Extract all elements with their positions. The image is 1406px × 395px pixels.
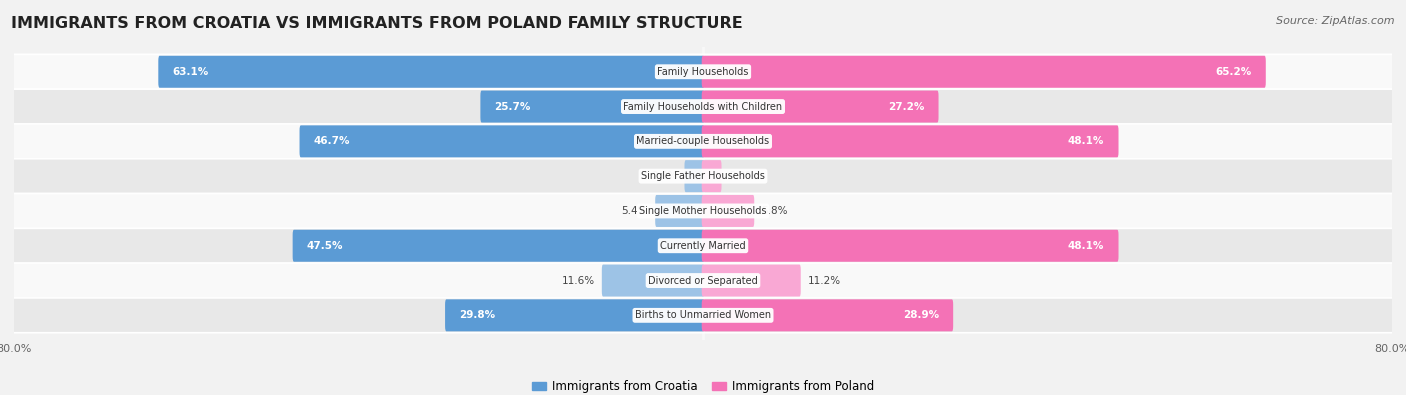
Text: 2.0%: 2.0% — [651, 171, 678, 181]
FancyBboxPatch shape — [6, 124, 1400, 159]
FancyBboxPatch shape — [6, 159, 1400, 194]
FancyBboxPatch shape — [702, 265, 801, 297]
Text: 5.4%: 5.4% — [621, 206, 648, 216]
Text: Single Mother Households: Single Mother Households — [640, 206, 766, 216]
Text: Family Households with Children: Family Households with Children — [623, 102, 783, 111]
Text: 11.6%: 11.6% — [561, 276, 595, 286]
Text: 65.2%: 65.2% — [1215, 67, 1251, 77]
FancyBboxPatch shape — [159, 56, 704, 88]
Text: 47.5%: 47.5% — [307, 241, 343, 251]
Text: 27.2%: 27.2% — [889, 102, 924, 111]
Text: 29.8%: 29.8% — [460, 310, 495, 320]
Text: Divorced or Separated: Divorced or Separated — [648, 276, 758, 286]
FancyBboxPatch shape — [6, 89, 1400, 124]
Text: 63.1%: 63.1% — [173, 67, 208, 77]
Text: Source: ZipAtlas.com: Source: ZipAtlas.com — [1277, 16, 1395, 26]
Text: 48.1%: 48.1% — [1069, 241, 1104, 251]
FancyBboxPatch shape — [602, 265, 704, 297]
FancyBboxPatch shape — [702, 160, 721, 192]
FancyBboxPatch shape — [702, 299, 953, 331]
Text: 46.7%: 46.7% — [314, 136, 350, 147]
Text: Family Households: Family Households — [658, 67, 748, 77]
Text: 48.1%: 48.1% — [1069, 136, 1104, 147]
FancyBboxPatch shape — [702, 90, 939, 122]
Text: Currently Married: Currently Married — [661, 241, 745, 251]
FancyBboxPatch shape — [6, 228, 1400, 263]
FancyBboxPatch shape — [446, 299, 704, 331]
FancyBboxPatch shape — [702, 195, 754, 227]
FancyBboxPatch shape — [655, 195, 704, 227]
Text: 5.8%: 5.8% — [762, 206, 787, 216]
FancyBboxPatch shape — [702, 56, 1265, 88]
Text: 28.9%: 28.9% — [903, 310, 939, 320]
Text: Married-couple Households: Married-couple Households — [637, 136, 769, 147]
FancyBboxPatch shape — [6, 194, 1400, 228]
Legend: Immigrants from Croatia, Immigrants from Poland: Immigrants from Croatia, Immigrants from… — [527, 376, 879, 395]
FancyBboxPatch shape — [6, 55, 1400, 89]
FancyBboxPatch shape — [702, 230, 1119, 262]
FancyBboxPatch shape — [481, 90, 704, 122]
Text: IMMIGRANTS FROM CROATIA VS IMMIGRANTS FROM POLAND FAMILY STRUCTURE: IMMIGRANTS FROM CROATIA VS IMMIGRANTS FR… — [11, 16, 742, 31]
FancyBboxPatch shape — [6, 263, 1400, 298]
FancyBboxPatch shape — [685, 160, 704, 192]
Text: Single Father Households: Single Father Households — [641, 171, 765, 181]
FancyBboxPatch shape — [702, 125, 1119, 157]
FancyBboxPatch shape — [292, 230, 704, 262]
FancyBboxPatch shape — [299, 125, 704, 157]
Text: 2.0%: 2.0% — [728, 171, 755, 181]
Text: 25.7%: 25.7% — [495, 102, 531, 111]
FancyBboxPatch shape — [6, 298, 1400, 333]
Text: 11.2%: 11.2% — [808, 276, 841, 286]
Text: Births to Unmarried Women: Births to Unmarried Women — [636, 310, 770, 320]
